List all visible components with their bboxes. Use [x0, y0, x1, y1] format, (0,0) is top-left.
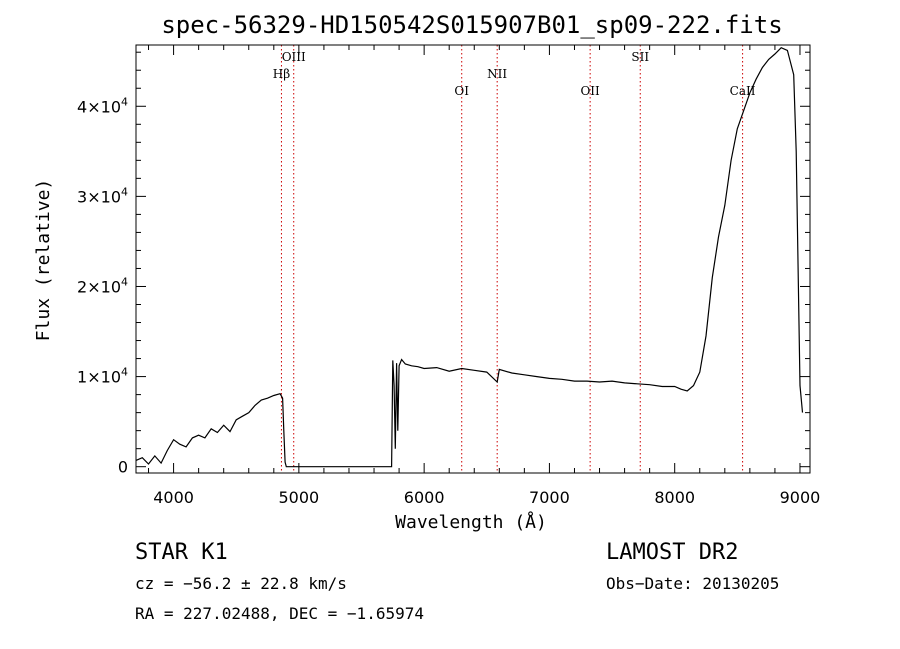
- y-tick-mantissa: 2×10: [77, 277, 121, 296]
- y-tick-label: 0: [118, 458, 128, 477]
- y-tick-label: 4×104: [77, 95, 128, 116]
- y-tick-label: 3×104: [77, 185, 128, 206]
- x-axis-ticks: 4000 5000 6000 7000 8000 9000: [148, 45, 821, 507]
- survey-label: LAMOST DR2: [606, 540, 739, 565]
- spectral-line-label: NII: [487, 67, 507, 81]
- y-tick-exponent: 4: [121, 95, 128, 108]
- y-tick-exponent: 4: [121, 366, 128, 379]
- x-tick-label: 7000: [529, 488, 570, 507]
- y-tick-mantissa: 1×10: [77, 368, 121, 387]
- spectral-line-label: OII: [580, 84, 600, 98]
- y-tick-mantissa: 3×10: [77, 187, 121, 206]
- x-axis-label: Wavelength (Å): [395, 511, 547, 533]
- spectral-line-label: OI: [454, 84, 469, 98]
- y-tick-mantissa: 0: [118, 458, 128, 477]
- y-tick-mantissa: 4×10: [77, 97, 121, 116]
- redshift-label: cz = −56.2 ± 22.8 km/s: [135, 574, 347, 593]
- spectral-line-label: OIII: [282, 50, 306, 64]
- y-axis-label: Flux (relative): [33, 179, 54, 342]
- x-tick-label: 5000: [279, 488, 320, 507]
- coordinates-label: RA = 227.02488, DEC = −1.65974: [135, 604, 424, 623]
- x-tick-label: 9000: [780, 488, 821, 507]
- y-tick-exponent: 4: [121, 185, 128, 198]
- chart-title: spec-56329-HD150542S015907B01_sp09-222.f…: [161, 11, 782, 39]
- spectral-line-label: SII: [631, 50, 649, 64]
- x-tick-label: 6000: [404, 488, 445, 507]
- spectrum-layer: [135, 46, 804, 468]
- y-tick-label: 1×104: [77, 366, 128, 387]
- spectrum-series-line: [135, 46, 804, 468]
- plot-frame: [135, 44, 811, 474]
- x-tick-label: 4000: [153, 488, 194, 507]
- spectral-line-markers: [280, 45, 744, 473]
- obs-date-label: Obs−Date: 20130205: [606, 574, 780, 593]
- object-class-label: STAR K1: [135, 540, 228, 565]
- y-tick-label: 2×104: [77, 275, 128, 296]
- y-tick-exponent: 4: [121, 275, 128, 288]
- x-tick-label: 8000: [654, 488, 695, 507]
- spectral-line-label: Hβ: [273, 67, 290, 81]
- spectral-line-label: CaII: [730, 84, 756, 98]
- spectral-line-labels: Hβ OIII OI NII OII SII CaII: [273, 50, 756, 98]
